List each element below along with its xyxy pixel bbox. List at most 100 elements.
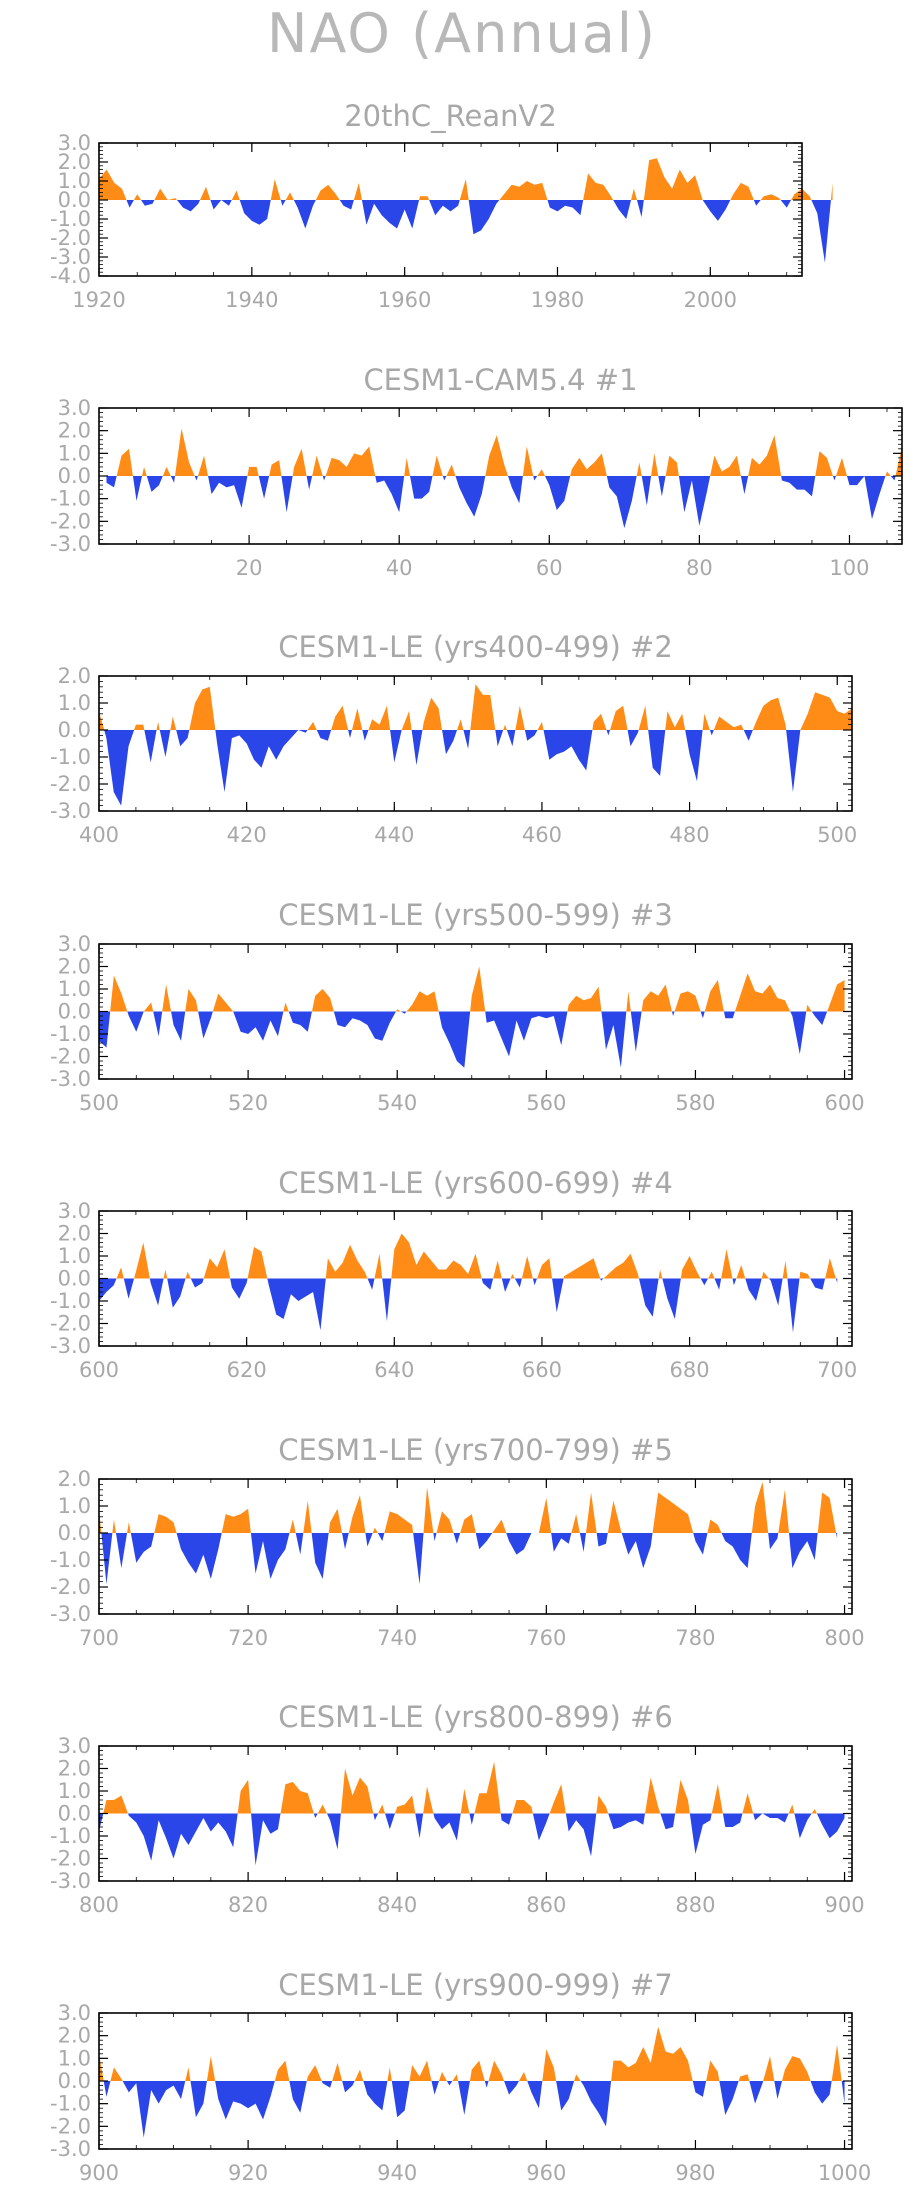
y-tick-label: -3.0 xyxy=(50,1067,91,1091)
y-tick-label: -1.0 xyxy=(50,207,91,231)
chart-1: 20thC_ReanV2 3.02.01.00.0-1.0-2.0-3.0-4.0… xyxy=(50,99,833,312)
y-tick-label: 0.0 xyxy=(58,1521,91,1545)
positive-series-area xyxy=(116,1233,836,1279)
y-tick-label: 2.0 xyxy=(58,1757,91,1781)
x-tick-label: 880 xyxy=(675,1893,715,1917)
y-tick-label: -4.0 xyxy=(50,264,91,288)
x-tick-label: 1920 xyxy=(72,288,125,312)
chart-3: CESM1-LE (yrs400-499) #2 2.0 1.0 0.0 -1.0 -2.… xyxy=(50,630,857,847)
x-tick-label: 620 xyxy=(227,1358,267,1382)
negative-series-area xyxy=(103,2081,845,2138)
x-tick-label: 540 xyxy=(377,1091,417,1115)
negative-series-area xyxy=(104,730,801,806)
x-tick-label: 740 xyxy=(377,1626,417,1650)
y-tick-label: 0.0 xyxy=(58,2069,91,2093)
y-tick-label: -2.0 xyxy=(50,1045,91,1069)
positive-series-area xyxy=(99,2026,842,2081)
y-tick-label: -1.0 xyxy=(50,1289,91,1313)
x-tick-label: 40 xyxy=(386,556,413,580)
x-tick-label: 420 xyxy=(227,823,267,847)
x-tick-label: 60 xyxy=(536,556,563,580)
x-tick-label: 800 xyxy=(824,1626,864,1650)
y-tick-label: -3.0 xyxy=(50,1602,91,1626)
y-tick-label: -1.0 xyxy=(50,745,91,769)
x-tick-label: 2000 xyxy=(684,288,737,312)
negative-series-area xyxy=(101,1533,838,1585)
y-tick-label: 0.0 xyxy=(58,1802,91,1826)
y-tick-label: -1.0 xyxy=(50,1824,91,1848)
negative-series-area xyxy=(106,476,896,529)
y-tick-label: 2.0 xyxy=(58,1222,91,1246)
x-tick-label: 400 xyxy=(79,823,119,847)
y-tick-label: -2.0 xyxy=(50,2114,91,2138)
y-tick-label: 0.0 xyxy=(58,718,91,742)
positive-series-area xyxy=(99,684,852,730)
negative-series-area xyxy=(99,1278,838,1333)
y-tick-label: 0.0 xyxy=(58,464,91,488)
x-tick-label: 900 xyxy=(79,2161,119,2185)
x-tick-label: 1980 xyxy=(531,288,584,312)
chart-title: CESM1-LE (yrs800-899) #6 xyxy=(278,1700,673,1734)
y-tick-label: -3.0 xyxy=(50,245,91,269)
x-tick-label: 840 xyxy=(377,1893,417,1917)
y-tick-label: 3.0 xyxy=(58,1199,91,1223)
y-tick-label: 1.0 xyxy=(58,977,91,1001)
y-tick-label: 2.0 xyxy=(58,1467,91,1491)
y-tick-label: 3.0 xyxy=(58,131,91,155)
y-tick-label: -2.0 xyxy=(50,1575,91,1599)
y-tick-label: 1.0 xyxy=(58,691,91,715)
x-tick-label: 900 xyxy=(824,1893,864,1917)
x-tick-label: 960 xyxy=(526,2161,566,2185)
x-tick-label: 1940 xyxy=(225,288,278,312)
y-tick-label: -1.0 xyxy=(50,487,91,511)
x-tick-label: 800 xyxy=(79,1893,119,1917)
chart-7: CESM1-LE (yrs800-899) #6 3.02.01.00.0-1.0… xyxy=(50,1700,865,1917)
y-tick-label: -3.0 xyxy=(50,532,91,556)
x-tick-label: 820 xyxy=(228,1893,268,1917)
x-tick-label: 700 xyxy=(817,1358,857,1382)
x-tick-label: 920 xyxy=(228,2161,268,2185)
negative-series-area xyxy=(126,200,831,263)
y-tick-label: 2.0 xyxy=(58,955,91,979)
chart-title: CESM1-LE (yrs400-499) #2 xyxy=(278,630,673,664)
y-tick-label: 3.0 xyxy=(58,1734,91,1758)
chart-title: CESM1-LE (yrs700-799) #5 xyxy=(278,1433,673,1467)
positive-series-area xyxy=(110,966,845,1012)
chart-2: CESM1-CAM5.4 #1 3.02.01.00.0-1.0-2.0-3.0 2… xyxy=(50,363,903,580)
page-title: NAO (Annual) xyxy=(267,2,657,65)
y-tick-label: -1.0 xyxy=(50,2092,91,2116)
y-tick-label: -2.0 xyxy=(50,1312,91,1336)
plot-frame xyxy=(98,142,803,277)
y-tick-label: -3.0 xyxy=(50,1869,91,1893)
chart-title: CESM1-LE (yrs500-599) #3 xyxy=(278,898,673,932)
x-tick-label: 860 xyxy=(526,1893,566,1917)
y-tick-label: -3.0 xyxy=(50,1334,91,1358)
y-tick-label: 3.0 xyxy=(58,2001,91,2025)
positive-series-area xyxy=(103,1761,817,1814)
y-tick-label: 1.0 xyxy=(58,169,91,193)
chart-6: CESM1-LE (yrs700-799) #5 2.0 1.0 0.0 -1.0 -2.… xyxy=(50,1433,865,1650)
x-tick-label: 500 xyxy=(79,1091,119,1115)
plot-frame xyxy=(98,1478,853,1615)
chart-4: CESM1-LE (yrs500-599) #3 3.02.01.00.0-1.0… xyxy=(50,898,865,1115)
y-tick-label: 1.0 xyxy=(58,2046,91,2070)
y-tick-label: 0.0 xyxy=(58,1000,91,1024)
positive-series-area xyxy=(99,158,833,200)
x-tick-label: 480 xyxy=(670,823,710,847)
y-tick-label: 2.0 xyxy=(58,2024,91,2048)
plot-frame xyxy=(98,675,853,812)
x-tick-label: 760 xyxy=(526,1626,566,1650)
y-tick-label: -2.0 xyxy=(50,772,91,796)
chart-title: 20thC_ReanV2 xyxy=(344,99,557,133)
x-tick-label: 1000 xyxy=(818,2161,871,2185)
x-tick-label: 460 xyxy=(522,823,562,847)
x-tick-label: 680 xyxy=(670,1358,710,1382)
chart-8: CESM1-LE (yrs900-999) #7 3.02.01.00.0-1.0… xyxy=(50,1968,871,2185)
y-tick-label: 1.0 xyxy=(58,1494,91,1518)
y-tick-label: -1.0 xyxy=(50,1022,91,1046)
x-tick-label: 500 xyxy=(817,823,857,847)
y-tick-label: 1.0 xyxy=(58,441,91,465)
chart-title: CESM1-CAM5.4 #1 xyxy=(363,363,637,397)
x-tick-label: 20 xyxy=(236,556,263,580)
